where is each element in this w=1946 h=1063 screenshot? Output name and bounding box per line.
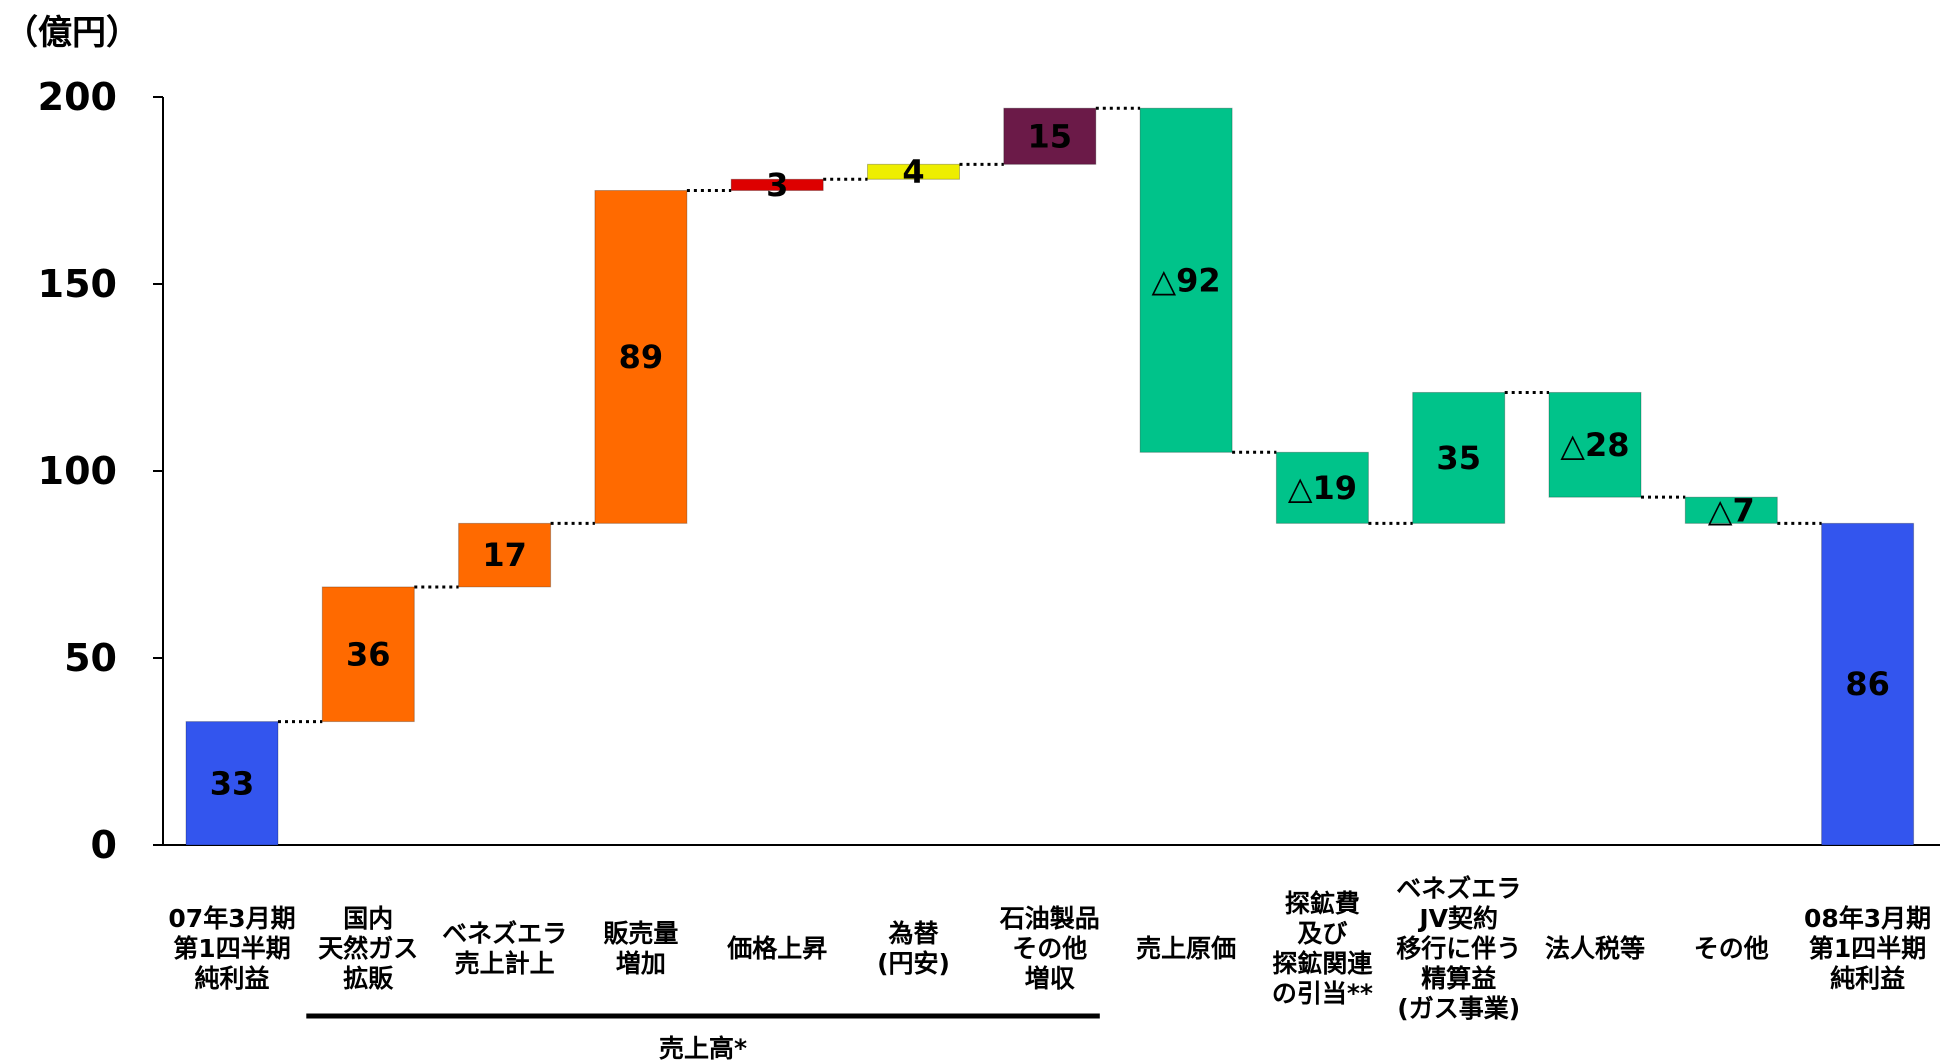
category-label-line: 探鉱費	[1285, 889, 1360, 918]
y-tick-label: 50	[64, 636, 117, 680]
category-label-line: 販売量	[603, 919, 678, 948]
data-label: 36	[346, 635, 391, 673]
data-label: 3	[766, 166, 788, 204]
bars	[185, 107, 1915, 846]
data-label: 89	[619, 338, 664, 376]
category-label: その他	[1694, 934, 1769, 963]
data-label: 15	[1028, 117, 1073, 155]
delta-bar	[1412, 391, 1506, 524]
category-label-line: 売上計上	[455, 949, 555, 978]
category-label-line: 純利益	[1830, 964, 1905, 993]
data-label: 4	[902, 153, 924, 191]
connector-lines	[278, 106, 1822, 724]
delta-bar	[867, 163, 960, 180]
data-label: 86	[1845, 665, 1890, 703]
category-label-line: 07年3月期	[168, 904, 295, 933]
category-label-line: 及び	[1297, 919, 1347, 948]
category-label-line: ベネズエラ	[1396, 874, 1521, 903]
category-label-line: 売上原価	[1136, 934, 1236, 963]
category-label-line: (円安)	[877, 949, 950, 978]
category-label-line: 純利益	[194, 964, 269, 993]
y-tick-label: 0	[91, 823, 117, 867]
group-brackets: 売上高*	[306, 1013, 1100, 1063]
y-tick-label: 100	[38, 449, 117, 493]
delta-bar	[321, 586, 415, 723]
category-label-line: 拡販	[343, 964, 394, 993]
y-tick-label: 200	[38, 75, 117, 119]
category-label-line: 増加	[616, 949, 666, 978]
category-label-line: 第1四半期	[173, 934, 290, 963]
category-labels: 07年3月期第1四半期純利益国内天然ガス拡販ベネズエラ売上計上販売量増加価格上昇…	[168, 874, 1931, 1023]
delta-bar	[1275, 451, 1369, 524]
category-label-line: 天然ガス	[318, 934, 418, 963]
group-label: 売上高*	[659, 1034, 747, 1063]
data-label: △19	[1288, 469, 1357, 507]
category-label-line: 探鉱関連	[1272, 949, 1373, 978]
category-label-line: 価格上昇	[726, 934, 827, 963]
category-label-line: JV契約	[1417, 904, 1498, 933]
delta-bar	[458, 522, 552, 588]
category-label: 法人税等	[1545, 934, 1645, 963]
category-label: 売上原価	[1136, 934, 1236, 963]
category-label-line: ベネズエラ	[442, 919, 567, 948]
category-label-line: 精算益	[1421, 964, 1496, 993]
data-label: △7	[1708, 491, 1755, 529]
total-bar	[185, 721, 279, 846]
delta-bar	[1003, 107, 1097, 165]
category-label-line: 移行に伴う	[1396, 934, 1521, 963]
total-bar	[1821, 522, 1915, 846]
delta-bar	[1139, 107, 1233, 453]
delta-bar	[730, 178, 824, 191]
category-label-line: 為替	[888, 919, 938, 948]
category-label-line: その他	[1694, 934, 1769, 963]
category-label-line: 08年3月期	[1804, 904, 1931, 933]
category-label: 価格上昇	[726, 934, 827, 963]
data-label: 17	[482, 536, 527, 574]
delta-bar	[1548, 391, 1642, 498]
category-label-line: 国内	[343, 904, 393, 933]
category-label-line: (ガス事業)	[1397, 994, 1520, 1023]
delta-bar	[594, 190, 688, 524]
delta-bar	[1684, 496, 1778, 524]
axes: 0 50 100 150 200	[38, 75, 1940, 867]
category-label: 為替(円安)	[877, 919, 950, 978]
data-labels: 33 36 17 89 3 4 15 △92 △19 35 △28 △7 86	[210, 117, 1890, 802]
unit-label: （億円）	[4, 13, 140, 53]
data-label: 33	[210, 764, 255, 802]
y-tick-label: 150	[38, 262, 117, 306]
category-label-line: 第1四半期	[1809, 934, 1926, 963]
category-label-line: その他	[1012, 934, 1087, 963]
data-label: 35	[1436, 439, 1481, 477]
category-label-line: 増収	[1025, 964, 1076, 993]
category-label-line: 法人税等	[1545, 934, 1645, 963]
data-label: △92	[1152, 261, 1221, 299]
category-label-line: の引当**	[1272, 979, 1373, 1008]
data-label: △28	[1560, 426, 1629, 464]
category-label-line: 石油製品	[999, 904, 1100, 933]
